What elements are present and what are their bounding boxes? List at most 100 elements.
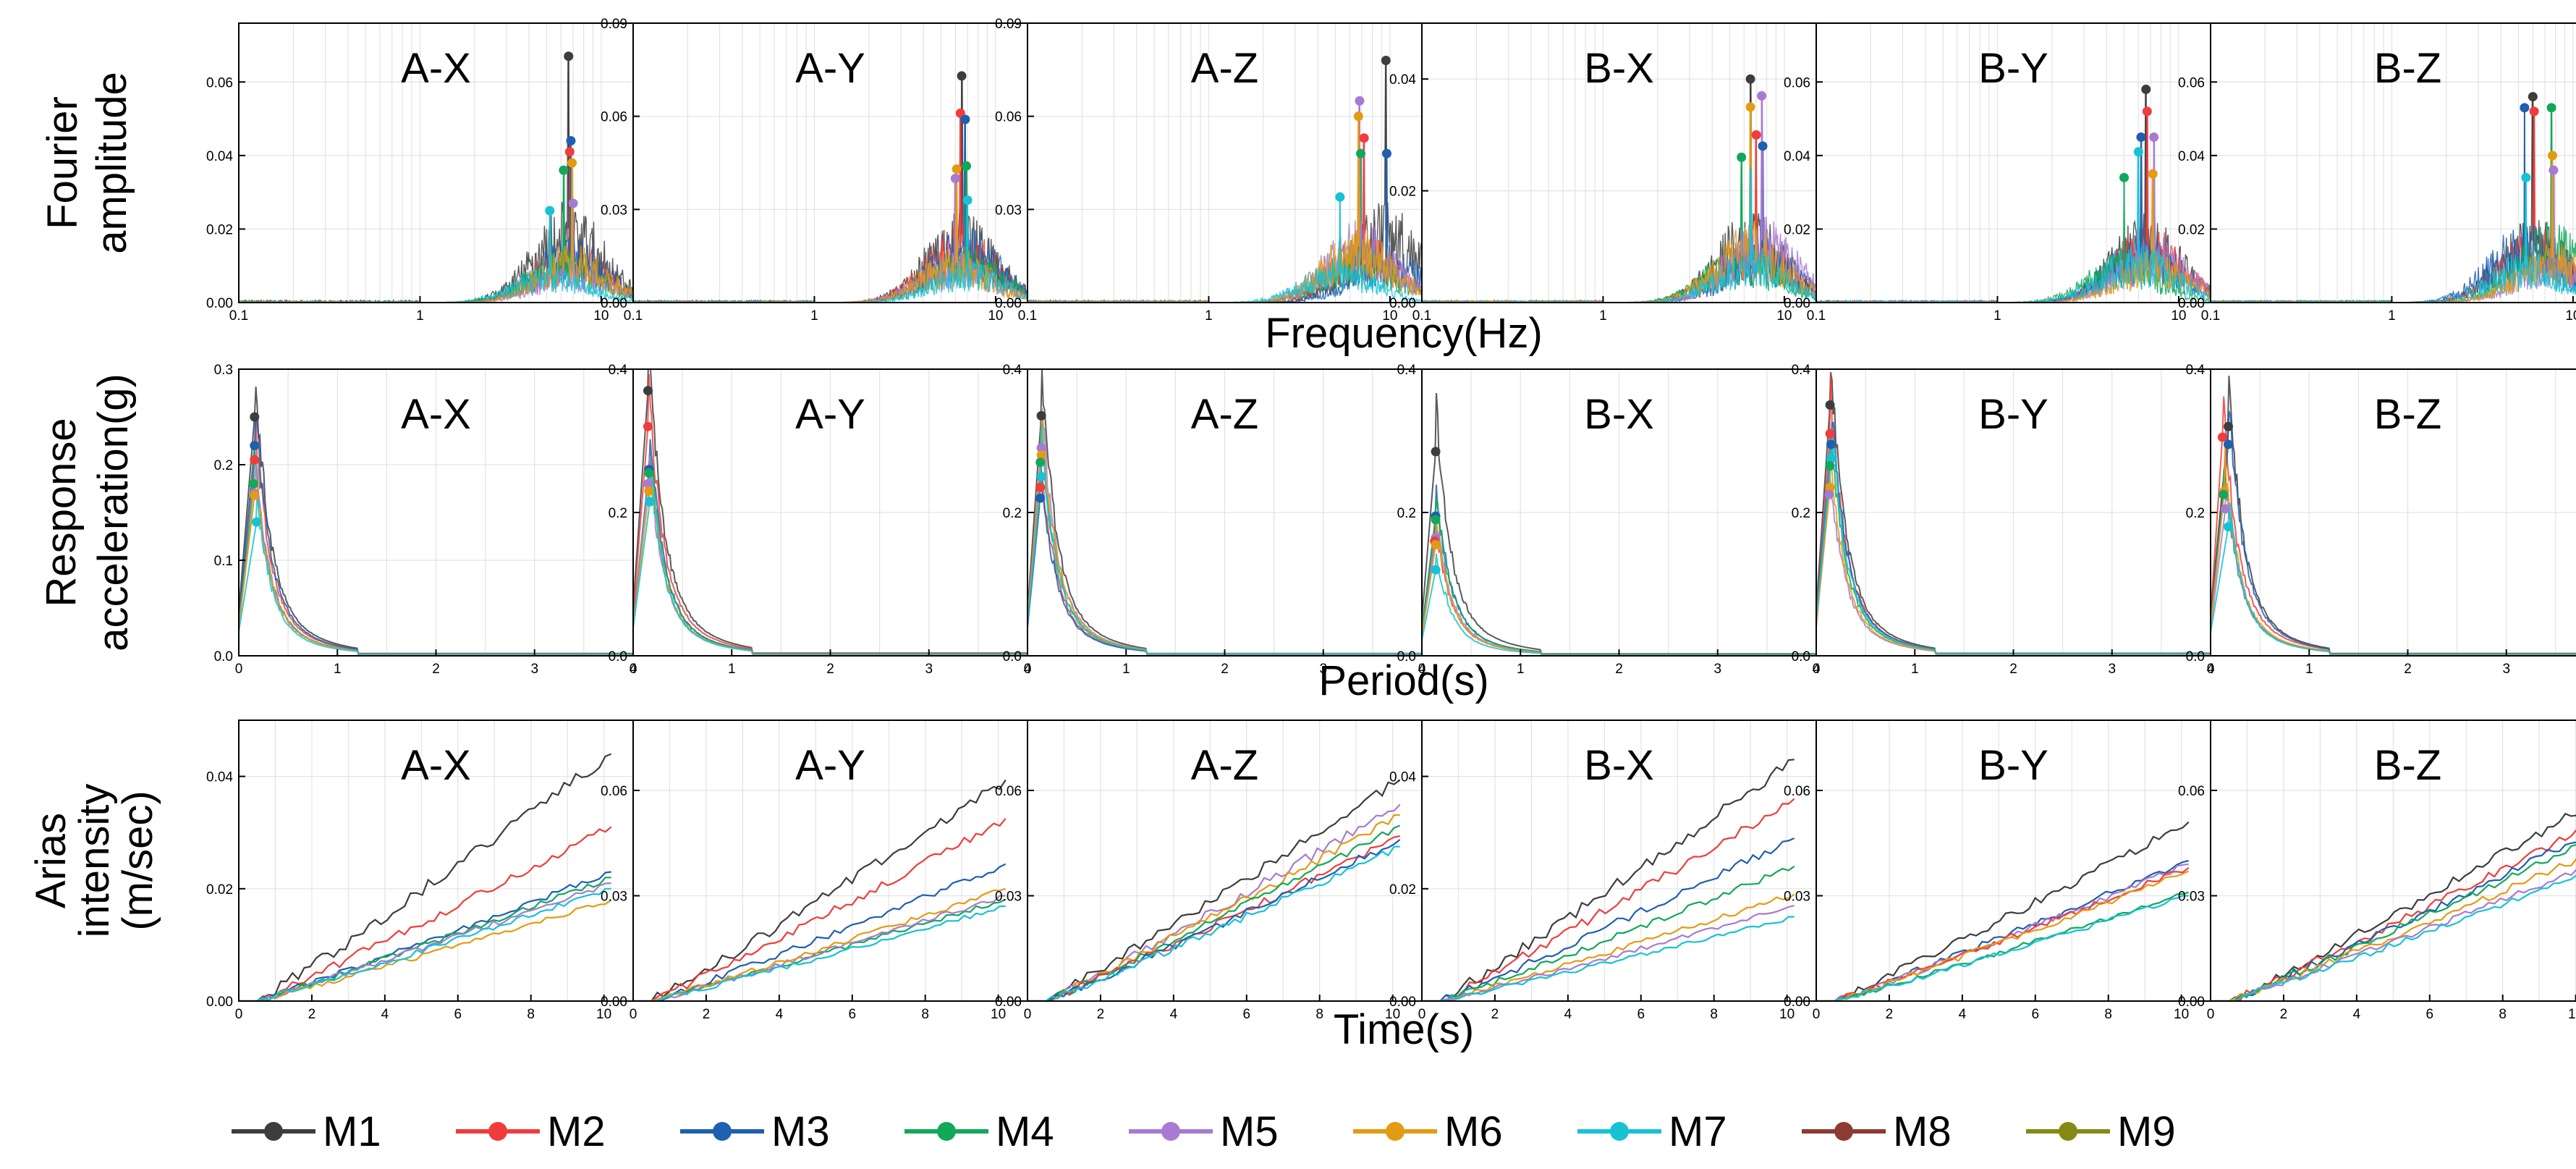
y-tick-label: 0.04 <box>1389 72 1416 88</box>
panel-arias-b-y: 0.00 0.03 0.06 0 2 4 6 8 10 B-Y <box>1784 719 2211 1022</box>
x-tick-label: 4 <box>630 662 637 677</box>
x-tick-label: 2 <box>308 1007 316 1022</box>
peak-markers: M1M3M2M4M5M6M7 <box>248 412 262 527</box>
axis-ticks <box>2210 368 2507 657</box>
y-tick-label: 0.2 <box>1003 506 1022 521</box>
peak-marker-m6: M6 <box>567 158 577 168</box>
x-tick-label: 2 <box>1886 1007 1894 1022</box>
x-tick-label: 10 <box>1385 1007 1400 1022</box>
x-tick-label: 0.1 <box>1807 308 1826 324</box>
x-tick-label: 0 <box>235 1007 243 1022</box>
tick-labels: 0.0 0.2 0.4 0 1 2 3 4 <box>1792 363 2215 677</box>
curve-m6 <box>2211 858 2576 1001</box>
y-tick-label: 0.04 <box>1784 149 1810 164</box>
y-tick-label: 0.04 <box>1389 770 1416 785</box>
y-tick-label: 0.2 <box>609 506 627 521</box>
y-tick-label: 0.0 <box>214 649 233 664</box>
peak-marker-m5: M5 <box>1355 96 1365 106</box>
peak-marker-m6: M6 <box>250 490 260 500</box>
x-tick-label: 0.1 <box>229 308 248 324</box>
legend-label: M1 <box>323 1108 381 1155</box>
curve-m7 <box>1422 916 1795 1001</box>
curve-m6 <box>1028 116 1422 303</box>
peak-markers: M1M3M4M5M2M6M7 <box>1430 447 1441 575</box>
x-tick-label: 6 <box>848 1007 856 1022</box>
peak-marker-m7: M7 <box>2521 172 2531 182</box>
tick-labels: 0.0 0.2 0.4 0 1 2 3 4 <box>2186 363 2510 677</box>
legend-item-m3: M3 <box>680 1108 830 1155</box>
x-tick-label: 4 <box>1170 1007 1178 1022</box>
panel-label: B-X <box>1584 391 1654 438</box>
peak-marker-m6: M6 <box>1745 102 1755 112</box>
peak-marker-m1: M1 <box>564 51 574 62</box>
peak-marker-m4: M4 <box>248 478 258 489</box>
legend-marker <box>1386 1122 1404 1141</box>
curve-m4 <box>1816 891 2190 1001</box>
panel-label: B-Y <box>1978 742 2048 789</box>
curve-m3 <box>1422 837 1795 1001</box>
axis-ticks <box>1421 775 1788 1002</box>
panel-label: B-X <box>1584 45 1654 92</box>
peak-marker-m2: M2 <box>643 421 653 431</box>
y-tick-label: 0.04 <box>206 770 233 785</box>
x-tick-label: 10 <box>2568 1007 2576 1022</box>
peak-marker-m1: M1 <box>2528 92 2538 102</box>
panel-response-a-x: M1M3M2M4M5M6M70.00.10.20.30 1 2 3 4A-X <box>214 363 637 677</box>
y-tick-label: 0.4 <box>1792 363 1811 378</box>
legend-marker <box>2059 1122 2077 1141</box>
peak-markers: M1M2M3M4M6M5M7 <box>950 71 973 205</box>
x-tick-label: 2 <box>2280 1007 2288 1022</box>
y-tick-label: 0.0 <box>1003 649 1022 664</box>
peak-markers: M1 M2 M3M5 M7 M6 M4 <box>2119 84 2159 182</box>
peak-marker-m1: M1 <box>1036 410 1046 421</box>
peak-marker-m1: M1 <box>250 412 260 422</box>
y-axis-title-line: acceleration(g) <box>90 374 137 651</box>
y-tick-label: 0.0 <box>1397 649 1416 664</box>
peak-marker-m1: M1 <box>957 71 967 81</box>
legend-label: M8 <box>1893 1108 1952 1155</box>
y-tick-label: 0.00 <box>995 995 1022 1010</box>
x-tick-label: 8 <box>921 1007 929 1022</box>
x-tick-label: 2 <box>1221 662 1229 677</box>
peak-marker-m6: M6 <box>1431 540 1441 550</box>
peak-marker-m7: M7 <box>645 497 655 507</box>
x-tick-label: 4 <box>2353 1007 2361 1022</box>
curves <box>2211 812 2576 1001</box>
curve-m3 <box>1816 859 2189 1001</box>
peak-marker-m3: M3 <box>960 114 970 125</box>
peak-marker-m1: M1 <box>2141 84 2151 94</box>
tick-labels: 0.0 0.1 0.2 0.3 0 1 2 3 4 <box>214 363 637 677</box>
y-axis-title-line: (m/sec) <box>114 790 161 930</box>
y-tick-label: 0.02 <box>206 222 233 237</box>
curve-m2 <box>1816 866 2190 1001</box>
curves <box>1816 88 2211 303</box>
x-tick-label: 1 <box>728 662 736 677</box>
panel-frame <box>2210 22 2576 303</box>
peak-marker-m7: M7 <box>1826 454 1836 464</box>
tick-labels: 0.00 0.03 0.06 0 2 4 6 8 10 <box>2178 784 2576 1022</box>
y-tick-label: 0.03 <box>601 890 627 905</box>
x-axis-title-response: Period(s) <box>1318 657 1488 704</box>
peak-marker-m1: M1 <box>1381 55 1391 65</box>
x-tick-label: 4 <box>1024 662 1032 677</box>
peak-marker-m2: M2 <box>564 147 575 157</box>
x-tick-label: 2 <box>1615 662 1623 677</box>
y-tick-label: 0.06 <box>995 110 1022 125</box>
panel-response-a-y: M1M2M3M4M5M6M70.00.20.40 1 2 3 4A-Y <box>609 363 1032 677</box>
curve-m1 <box>633 779 1007 1001</box>
curve-m4 <box>2211 468 2576 655</box>
x-tick-label: 1 <box>334 662 342 677</box>
panel-response-a-z: M1 M5M6M4 M7M2M3 0.0 0.2 0.4 0 1 2 3 4 A-Z <box>1003 363 1426 677</box>
y-axis-title-fourier: Fourieramplitude <box>39 72 135 253</box>
panel-label: B-Z <box>2374 45 2441 92</box>
curve-m4 <box>239 877 611 1001</box>
y-axis-title-line: Arias <box>27 813 75 908</box>
panel-label: A-X <box>401 391 471 438</box>
panel-fourier-b-z: M1M3 M4 M2 M6 M5 M7 0.00 0.02 0.04 0.06 0.1 1 10 B-Z <box>2178 22 2576 324</box>
peak-markers: M1M2M3M6M4M5M7 <box>2217 421 2234 532</box>
x-tick-label: 6 <box>454 1007 462 1022</box>
peak-marker-m4: M4 <box>1737 152 1747 162</box>
y-tick-label: 0.4 <box>2186 363 2206 378</box>
plot-grid: M1M3M2M6M4M5M70.000.020.040.060.1 1 10A-XM… <box>206 17 2576 1022</box>
